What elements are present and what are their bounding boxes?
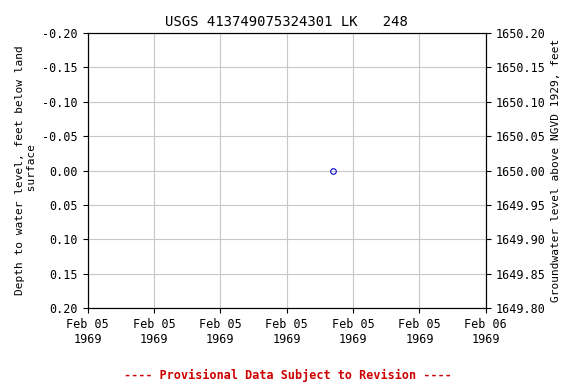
Text: ---- Provisional Data Subject to Revision ----: ---- Provisional Data Subject to Revisio… [124, 369, 452, 382]
Y-axis label: Depth to water level, feet below land
 surface: Depth to water level, feet below land su… [15, 46, 37, 295]
Y-axis label: Groundwater level above NGVD 1929, feet: Groundwater level above NGVD 1929, feet [551, 39, 561, 302]
Title: USGS 413749075324301 LK   248: USGS 413749075324301 LK 248 [165, 15, 408, 29]
